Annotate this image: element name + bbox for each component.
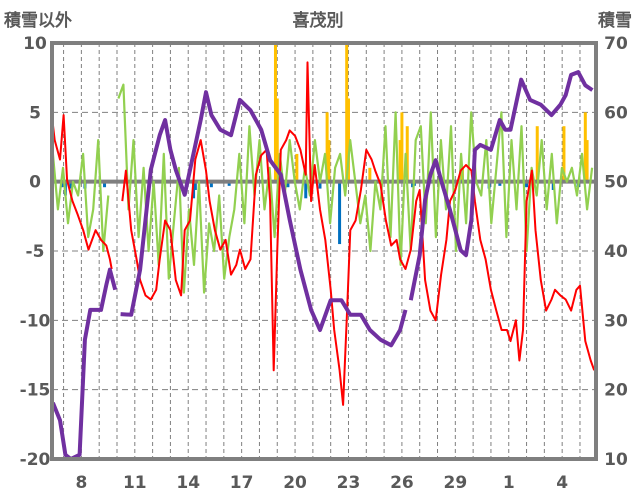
orange-bars-bar	[398, 140, 402, 182]
orange-bars-bar	[325, 112, 329, 182]
orange-bars-bar	[405, 126, 409, 182]
x-tick-label: 14	[176, 473, 200, 493]
blue-bars-bar	[304, 181, 308, 199]
orange-bars-bar	[583, 112, 587, 182]
x-tick-label: 23	[337, 473, 361, 493]
y2-tick-label: 10	[604, 450, 628, 470]
x-tick-label: 1	[503, 473, 515, 493]
green-series-line	[117, 83, 594, 294]
y-tick-label: -5	[26, 242, 45, 262]
x-tick-label: 11	[123, 473, 147, 493]
green-series-line	[51, 139, 110, 253]
orange-bars-bar	[368, 167, 372, 182]
series-lines	[51, 61, 596, 461]
orange-bars-bar	[535, 126, 539, 182]
plot-border	[50, 41, 598, 461]
x-tick-label: 17	[230, 473, 254, 493]
y-tick-label: -10	[20, 311, 51, 331]
orange-bars-bar	[275, 98, 279, 182]
purple-series-line	[120, 90, 408, 348]
red-series-line	[121, 61, 596, 406]
blue-bars-bar	[103, 181, 107, 188]
purple-series-line	[408, 70, 594, 301]
blue-bars-bar	[69, 181, 73, 189]
y-tick-label: 10	[23, 34, 47, 54]
purple-series-line	[51, 267, 118, 461]
x-tick-label: 29	[443, 473, 467, 493]
y-tick-label: -20	[20, 450, 51, 470]
y-tick-label: 5	[29, 103, 41, 123]
orange-bars-bar	[273, 43, 277, 182]
right-axis-label: 積雪	[598, 10, 632, 31]
x-tick-label: 26	[390, 473, 414, 493]
orange-bars-bar	[346, 98, 350, 182]
blue-bars-bar	[318, 181, 322, 189]
blue-bars-bar	[193, 181, 197, 190]
blue-bars-bar	[498, 181, 502, 186]
x-tick-label: 8	[75, 473, 87, 493]
left-axis-label: 積雪以外	[4, 10, 72, 31]
y2-tick-label: 30	[604, 311, 628, 331]
y2-tick-label: 20	[604, 381, 628, 401]
orange-bars-bar	[585, 140, 589, 182]
blue-bars-bar	[525, 181, 529, 188]
orange-bars-bar	[327, 140, 331, 182]
y2-tick-label: 70	[604, 34, 628, 54]
blue-bars-bar	[286, 181, 290, 188]
blue-bars-bar	[411, 181, 415, 188]
blue-bars-bar	[338, 181, 342, 245]
chart-title: 喜茂別	[293, 10, 344, 31]
y-tick-label: 0	[29, 173, 41, 193]
blue-bars-bar	[209, 181, 213, 188]
x-tick-label: 20	[283, 473, 307, 493]
orange-bars-bar	[400, 112, 404, 182]
orange-bars-bar	[295, 153, 299, 182]
y2-tick-label: 60	[604, 103, 628, 123]
y2-tick-label: 50	[604, 173, 628, 193]
orange-bars-bar	[562, 126, 566, 182]
blue-bars-bar	[227, 181, 231, 186]
red-series-line	[51, 114, 113, 270]
y-tick-label: -15	[20, 381, 51, 401]
x-tick-label: 4	[556, 473, 568, 493]
y2-tick-label: 40	[604, 242, 628, 262]
orange-bars-bar	[345, 43, 349, 182]
